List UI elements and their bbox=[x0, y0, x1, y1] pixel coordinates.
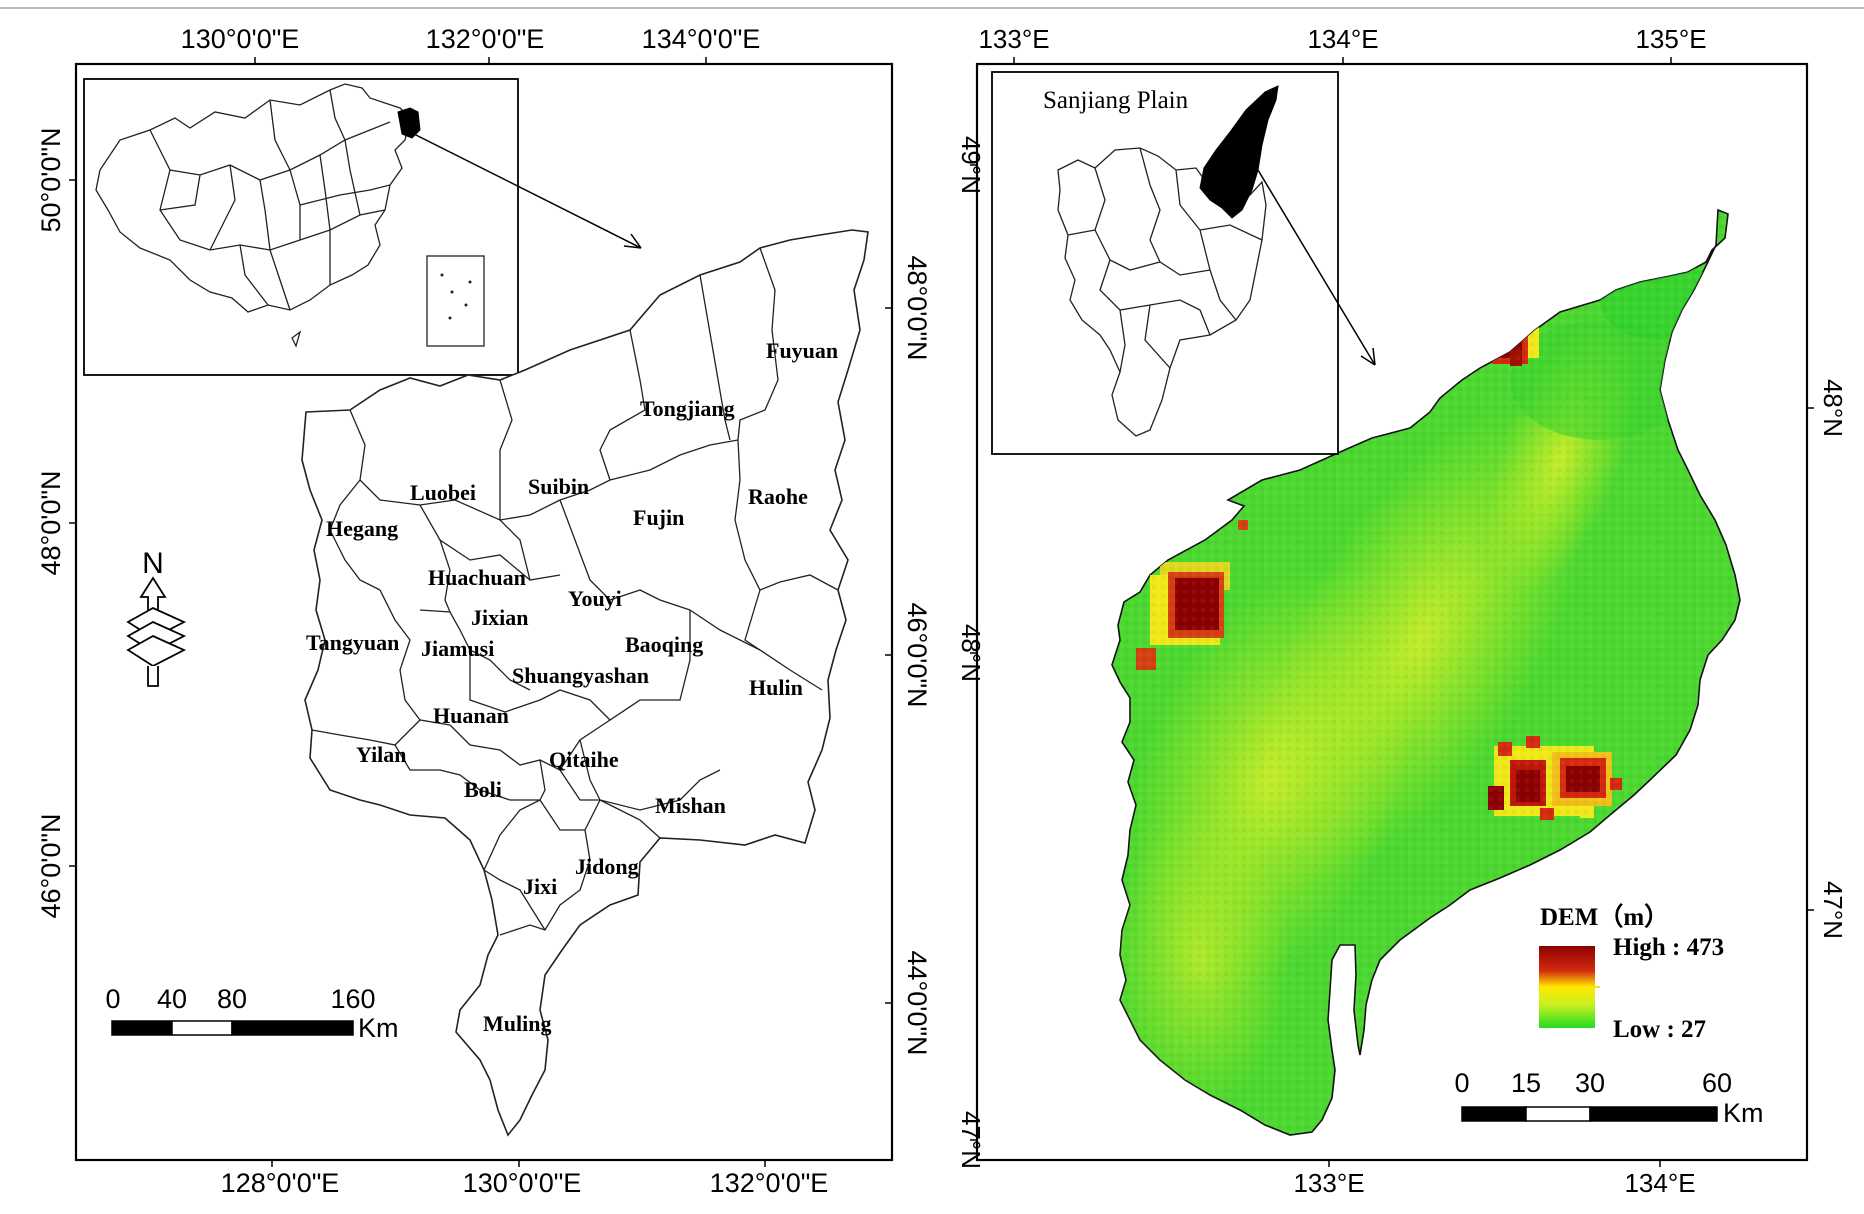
right-side-tick-label: 46°0'0"N bbox=[902, 602, 932, 707]
county-label: Jidong bbox=[575, 854, 639, 879]
inset-arrow bbox=[1257, 169, 1376, 366]
right-left-ticks: 49°N 48°N 47°N bbox=[956, 136, 986, 1169]
north-arrow: N bbox=[126, 547, 187, 687]
county-label: Suibin bbox=[528, 474, 589, 499]
scale-label: 30 bbox=[1575, 1068, 1605, 1098]
right-side-tick-label: 48°0'0"N bbox=[902, 255, 932, 360]
north-label: N bbox=[142, 547, 164, 580]
county-label: Muling bbox=[483, 1011, 551, 1036]
scale-label: 60 bbox=[1702, 1068, 1732, 1098]
county-label: Luobei bbox=[410, 480, 476, 505]
right-scale-bar: 0 15 30 60 Km bbox=[1454, 1068, 1763, 1128]
county-label: Shuangyashan bbox=[512, 663, 649, 688]
right-top-ticks: 133°E 134°E 135°E bbox=[978, 24, 1707, 64]
arrowhead-icon bbox=[623, 233, 642, 249]
county-label: Huachuan bbox=[428, 565, 526, 590]
sanjiang-inset-map: Sanjiang Plain bbox=[991, 71, 1339, 455]
legend-high-label: High : 473 bbox=[1613, 934, 1724, 961]
scale-label: 0 bbox=[1454, 1068, 1469, 1098]
scale-label: 40 bbox=[157, 984, 187, 1014]
arrowhead-icon bbox=[1360, 347, 1376, 366]
right-top-tick-label: 134°E bbox=[1307, 24, 1378, 54]
study-area-counties bbox=[301, 229, 869, 1137]
county-label: Mishan bbox=[655, 793, 726, 818]
left-top-tick-label: 130°0'0"E bbox=[181, 24, 300, 54]
sanjiang-region-highlight bbox=[1199, 85, 1279, 219]
scale-unit: Km bbox=[1723, 1098, 1764, 1128]
county-label: Jixi bbox=[523, 874, 557, 899]
left-right-ticks: 48°0'0"N 46°0'0"N 44°0'0"N bbox=[885, 255, 932, 1056]
left-scale-bar: 0 40 80 160 Km bbox=[105, 984, 398, 1043]
left-side-tick-label: 46°0'0"N bbox=[36, 813, 66, 918]
county-label: Boli bbox=[464, 777, 502, 802]
inset-label: Sanjiang Plain bbox=[1043, 87, 1189, 114]
right-bottom-tick-label: 133°E bbox=[1293, 1168, 1364, 1198]
inset-arrow bbox=[409, 131, 642, 249]
right-bottom-ticks: 133°E 134°E bbox=[1293, 1160, 1696, 1198]
county-label: Qitaihe bbox=[549, 747, 619, 772]
right-right-ticks: 48°N 47°N bbox=[1807, 379, 1848, 939]
scale-label: 160 bbox=[330, 984, 375, 1014]
left-top-tick-label: 132°0'0"E bbox=[426, 24, 545, 54]
left-map: 130°0'0"E 132°0'0"E 134°0'0"E 128°0'0"E … bbox=[36, 24, 932, 1198]
legend-color-ramp bbox=[1539, 946, 1595, 1028]
sanjiang-highlight bbox=[397, 107, 421, 139]
county-label: Baoqing bbox=[625, 632, 703, 657]
left-left-ticks: 50°0'0"N 48°0'0"N 46°0'0"N bbox=[36, 127, 76, 919]
dem-legend: DEM（m） High : 473 Low : 27 bbox=[1539, 902, 1724, 1043]
county-label: Jiamusi bbox=[421, 636, 494, 661]
scale-label: 0 bbox=[105, 984, 120, 1014]
scale-label: 15 bbox=[1511, 1068, 1541, 1098]
county-label: Youyi bbox=[568, 586, 622, 611]
county-label: Fujin bbox=[633, 505, 684, 530]
county-label: Tangyuan bbox=[306, 630, 399, 655]
left-bottom-tick-label: 128°0'0"E bbox=[221, 1168, 340, 1198]
left-bottom-tick-label: 132°0'0"E bbox=[710, 1168, 829, 1198]
county-label: Jixian bbox=[471, 605, 528, 630]
right-map-right-tick-label: 48°N bbox=[1818, 379, 1848, 437]
county-labels: Fuyuan Tongjiang Luobei Suibin Raohe Fuj… bbox=[306, 338, 838, 1036]
right-map-right-tick-label: 47°N bbox=[1818, 881, 1848, 939]
county-label: Hulin bbox=[749, 675, 803, 700]
legend-title: DEM（m） bbox=[1540, 902, 1669, 931]
county-label: Hegang bbox=[326, 516, 398, 541]
right-bottom-tick-label: 134°E bbox=[1624, 1168, 1695, 1198]
county-label: Raohe bbox=[748, 484, 808, 509]
right-map-left-tick-label: 48°N bbox=[956, 624, 986, 682]
right-map-left-tick-label: 47°N bbox=[956, 1111, 986, 1169]
left-bottom-ticks: 128°0'0"E 130°0'0"E 132°0'0"E bbox=[221, 1160, 829, 1198]
county-label: Fuyuan bbox=[766, 338, 838, 363]
left-side-tick-label: 48°0'0"N bbox=[36, 470, 66, 575]
left-bottom-tick-label: 130°0'0"E bbox=[463, 1168, 582, 1198]
left-top-ticks: 130°0'0"E 132°0'0"E 134°0'0"E bbox=[181, 24, 761, 64]
right-side-tick-label: 44°0'0"N bbox=[902, 950, 932, 1055]
china-inset-map bbox=[83, 78, 519, 376]
county-label: Yilan bbox=[356, 742, 407, 767]
right-top-tick-label: 133°E bbox=[978, 24, 1049, 54]
scale-unit: Km bbox=[358, 1013, 399, 1043]
right-map-left-tick-label: 49°N bbox=[956, 136, 986, 194]
county-label: Huanan bbox=[433, 703, 509, 728]
left-side-tick-label: 50°0'0"N bbox=[36, 127, 66, 232]
scale-label: 80 bbox=[217, 984, 247, 1014]
legend-low-label: Low : 27 bbox=[1613, 1016, 1706, 1043]
county-label: Tongjiang bbox=[640, 396, 735, 421]
right-top-tick-label: 135°E bbox=[1635, 24, 1706, 54]
left-top-tick-label: 134°0'0"E bbox=[642, 24, 761, 54]
